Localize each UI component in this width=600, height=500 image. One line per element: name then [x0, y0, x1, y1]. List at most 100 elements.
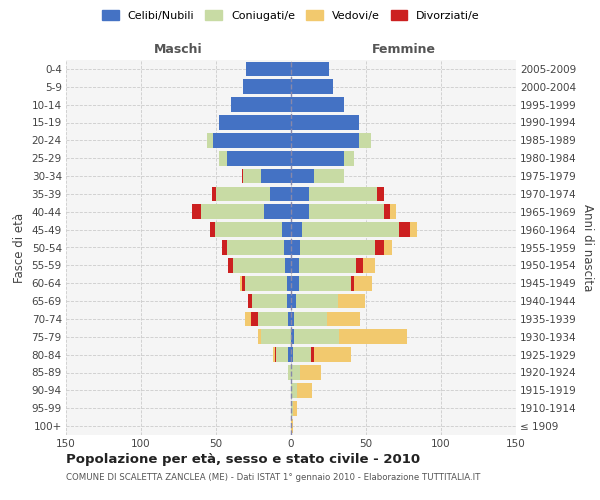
Bar [384, 204, 390, 219]
Bar [231, 98, 291, 112]
Bar [291, 294, 296, 308]
Bar [337, 294, 365, 308]
Bar [299, 276, 351, 290]
Bar [291, 133, 359, 148]
Bar [282, 222, 291, 237]
Bar [291, 186, 309, 201]
Bar [363, 258, 375, 272]
Bar [297, 383, 312, 398]
Bar [300, 240, 375, 255]
Bar [291, 401, 293, 415]
Bar [273, 348, 275, 362]
Bar [243, 80, 291, 94]
Bar [291, 222, 302, 237]
Bar [314, 168, 343, 184]
Bar [309, 204, 384, 219]
Text: Maschi: Maschi [154, 44, 203, 57]
Bar [288, 348, 291, 362]
Bar [243, 168, 261, 184]
Bar [275, 348, 276, 362]
Bar [287, 294, 291, 308]
Bar [248, 294, 252, 308]
Bar [291, 151, 343, 166]
Bar [233, 258, 285, 272]
Bar [251, 312, 258, 326]
Bar [291, 330, 294, 344]
Bar [288, 365, 291, 380]
Bar [213, 133, 291, 148]
Bar [291, 348, 293, 362]
Text: COMUNE DI SCALETTA ZANCLEA (ME) - Dati ISTAT 1° gennaio 2010 - Elaborazione TUTT: COMUNE DI SCALETTA ZANCLEA (ME) - Dati I… [66, 474, 481, 482]
Bar [291, 80, 333, 94]
Bar [354, 276, 372, 290]
Bar [207, 133, 213, 148]
Bar [314, 348, 351, 362]
Legend: Celibi/Nubili, Coniugati/e, Vedovi/e, Divorziati/e: Celibi/Nubili, Coniugati/e, Vedovi/e, Di… [102, 10, 480, 20]
Bar [246, 62, 291, 76]
Bar [291, 276, 299, 290]
Bar [339, 330, 407, 344]
Bar [302, 222, 399, 237]
Bar [377, 186, 384, 201]
Bar [288, 312, 291, 326]
Bar [210, 222, 215, 237]
Bar [291, 168, 314, 184]
Bar [270, 186, 291, 201]
Bar [252, 294, 287, 308]
Bar [258, 330, 261, 344]
Bar [300, 365, 321, 380]
Bar [384, 240, 392, 255]
Bar [287, 276, 291, 290]
Bar [240, 276, 241, 290]
Bar [228, 258, 233, 272]
Bar [296, 294, 337, 308]
Bar [245, 276, 287, 290]
Bar [227, 151, 291, 166]
Text: Popolazione per età, sesso e stato civile - 2010: Popolazione per età, sesso e stato civil… [66, 452, 420, 466]
Bar [327, 312, 360, 326]
Bar [245, 312, 251, 326]
Y-axis label: Anni di nascita: Anni di nascita [581, 204, 593, 291]
Bar [311, 348, 314, 362]
Bar [241, 168, 243, 184]
Bar [227, 240, 284, 255]
Bar [293, 348, 311, 362]
Bar [201, 204, 264, 219]
Bar [264, 204, 291, 219]
Bar [291, 365, 300, 380]
Bar [219, 151, 227, 166]
Bar [258, 312, 288, 326]
Bar [261, 330, 291, 344]
Bar [212, 186, 216, 201]
Bar [215, 222, 282, 237]
Bar [219, 115, 291, 130]
Bar [399, 222, 409, 237]
Bar [343, 151, 354, 166]
Bar [276, 348, 288, 362]
Bar [291, 383, 297, 398]
Bar [216, 186, 270, 201]
Bar [291, 258, 299, 272]
Bar [222, 240, 227, 255]
Bar [261, 168, 291, 184]
Bar [359, 133, 371, 148]
Bar [291, 419, 293, 434]
Bar [192, 204, 201, 219]
Bar [299, 258, 355, 272]
Bar [291, 204, 309, 219]
Bar [285, 258, 291, 272]
Bar [284, 240, 291, 255]
Bar [390, 204, 396, 219]
Bar [291, 98, 343, 112]
Bar [293, 401, 297, 415]
Y-axis label: Fasce di età: Fasce di età [13, 212, 26, 282]
Bar [351, 276, 354, 290]
Bar [291, 312, 294, 326]
Bar [291, 62, 329, 76]
Bar [294, 330, 339, 344]
Bar [291, 240, 300, 255]
Bar [309, 186, 377, 201]
Bar [241, 276, 245, 290]
Bar [409, 222, 417, 237]
Bar [375, 240, 384, 255]
